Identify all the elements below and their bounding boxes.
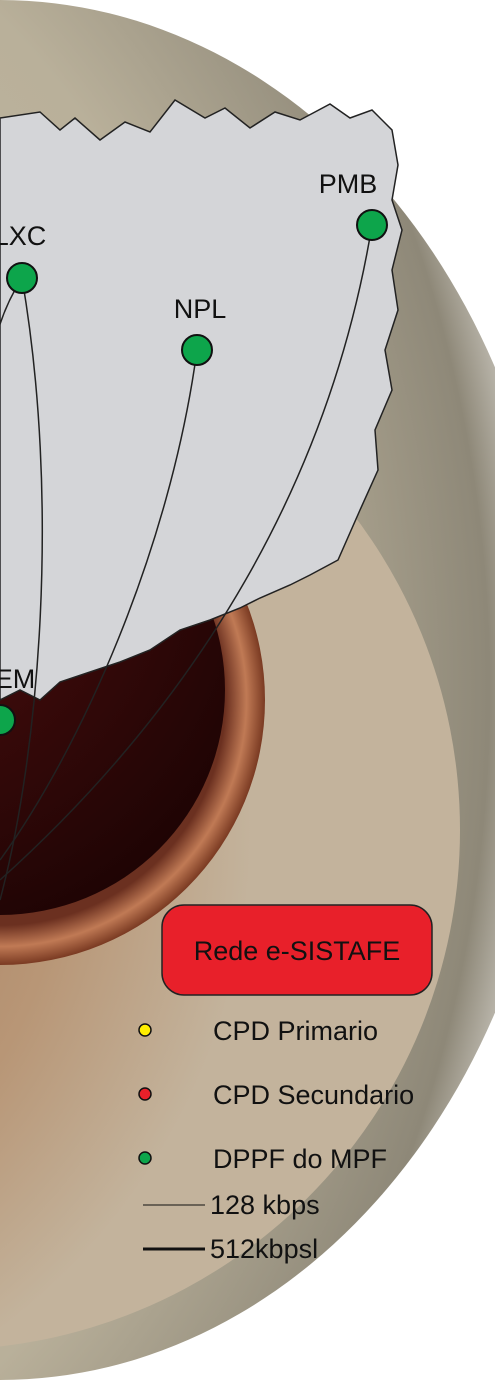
legend-dot: [138, 1151, 152, 1165]
node-label: EM: [0, 664, 35, 694]
node-label: LXC: [0, 221, 46, 251]
node-label: NPL: [174, 294, 227, 324]
link: [0, 224, 373, 881]
legend-dot: [138, 1023, 152, 1037]
link: [0, 277, 23, 327]
legend-text: 512kbpsl: [210, 1234, 318, 1264]
legend-title-box: [161, 904, 433, 996]
node-dot: [181, 334, 213, 366]
legend-title: Rede e-SISTAFE: [194, 936, 401, 966]
node-label: PMB: [319, 169, 378, 199]
node-dot: [356, 209, 388, 241]
legend-text: CPD Secundario: [213, 1080, 414, 1110]
links: [0, 224, 373, 901]
node-dot: [6, 262, 38, 294]
legend-text: DPPF do MPF: [213, 1144, 387, 1174]
link: [0, 277, 44, 901]
landmass: [0, 99, 403, 701]
legend-text: 128 kbps: [210, 1190, 320, 1220]
legend-dot: [138, 1087, 152, 1101]
node-dot: [0, 704, 16, 736]
legend-text: CPD Primario: [213, 1016, 378, 1046]
link: [0, 349, 198, 861]
